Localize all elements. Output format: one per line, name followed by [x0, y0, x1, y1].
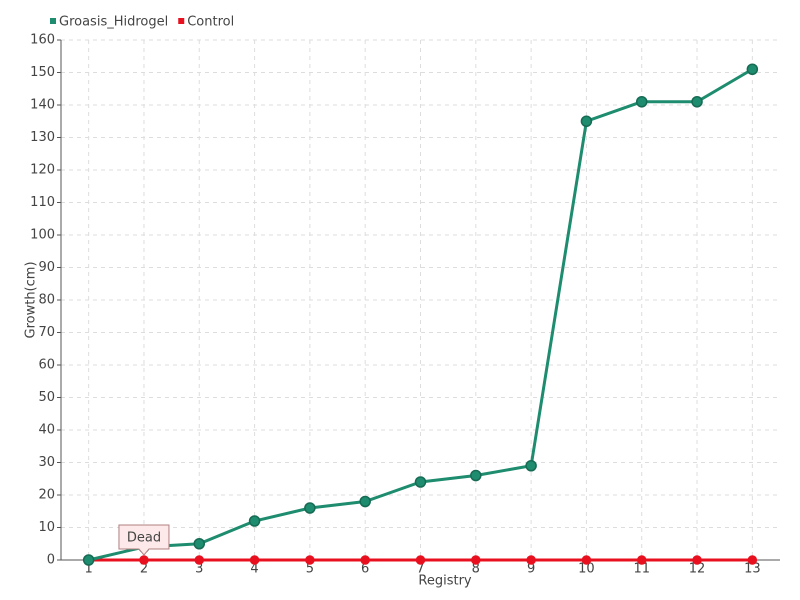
legend-swatch	[50, 18, 56, 24]
point	[636, 555, 647, 565]
point	[360, 555, 370, 565]
annotation: Dead	[118, 524, 170, 556]
point	[249, 555, 260, 565]
annotation-text: Dead	[127, 531, 161, 546]
x-axis-label: Registry	[418, 574, 472, 589]
point	[139, 555, 149, 565]
point	[304, 502, 316, 514]
x-tick-label: 6	[361, 562, 369, 577]
x-tick-label: 1	[85, 562, 93, 577]
point	[692, 555, 702, 565]
point	[580, 115, 593, 127]
y-tick-label: 90	[38, 260, 55, 275]
y-tick-label: 10	[38, 520, 55, 535]
point	[305, 555, 315, 565]
x-tick-label: 4	[250, 562, 258, 577]
y-tick-label: 80	[38, 293, 55, 308]
legend-label: Groasis_Hidrogel	[59, 15, 168, 30]
x-tick-label: 5	[306, 562, 314, 577]
y-tick-label: 110	[30, 195, 55, 210]
x-tick-label: 2	[140, 562, 148, 577]
point	[248, 515, 261, 527]
annotation-box	[118, 524, 170, 556]
point	[635, 96, 648, 108]
y-axis-label: Growth(cm)	[24, 261, 39, 338]
x-tick-label: 12	[689, 562, 706, 577]
y-tick-label: 160	[30, 33, 55, 48]
y-tick-label: 0	[47, 553, 55, 568]
x-tick-label: 7	[416, 562, 424, 577]
point	[470, 469, 482, 482]
x-tick-label: 9	[527, 562, 535, 577]
point	[525, 460, 537, 472]
legend-swatch	[178, 18, 185, 24]
y-tick-label: 50	[38, 390, 55, 405]
point	[746, 63, 759, 75]
point	[471, 555, 481, 565]
y-tick-label: 100	[30, 228, 55, 243]
legend-label: Control	[187, 15, 234, 30]
x-tick-label: 13	[744, 562, 761, 577]
point	[526, 555, 536, 565]
y-tick-label: 120	[30, 163, 55, 178]
point	[747, 555, 758, 565]
y-tick-label: 60	[38, 358, 55, 373]
y-tick-label: 30	[38, 455, 55, 470]
x-tick-label: 3	[195, 562, 203, 577]
y-tick-label: 40	[38, 423, 55, 438]
y-tick-label: 140	[30, 98, 55, 113]
y-tick-label: 130	[30, 130, 55, 145]
y-tick-label: 150	[30, 65, 55, 80]
point	[359, 495, 371, 508]
point	[415, 555, 426, 565]
point	[193, 538, 206, 550]
x-tick-label: 10	[578, 562, 595, 577]
point	[194, 555, 205, 565]
x-tick-label: 11	[633, 562, 650, 577]
point	[691, 96, 703, 108]
y-tick-label: 20	[38, 488, 55, 503]
point	[82, 554, 95, 566]
x-tick-label: 8	[472, 562, 480, 577]
point	[581, 555, 592, 565]
y-tick-label: 70	[38, 325, 55, 340]
point	[414, 476, 427, 488]
